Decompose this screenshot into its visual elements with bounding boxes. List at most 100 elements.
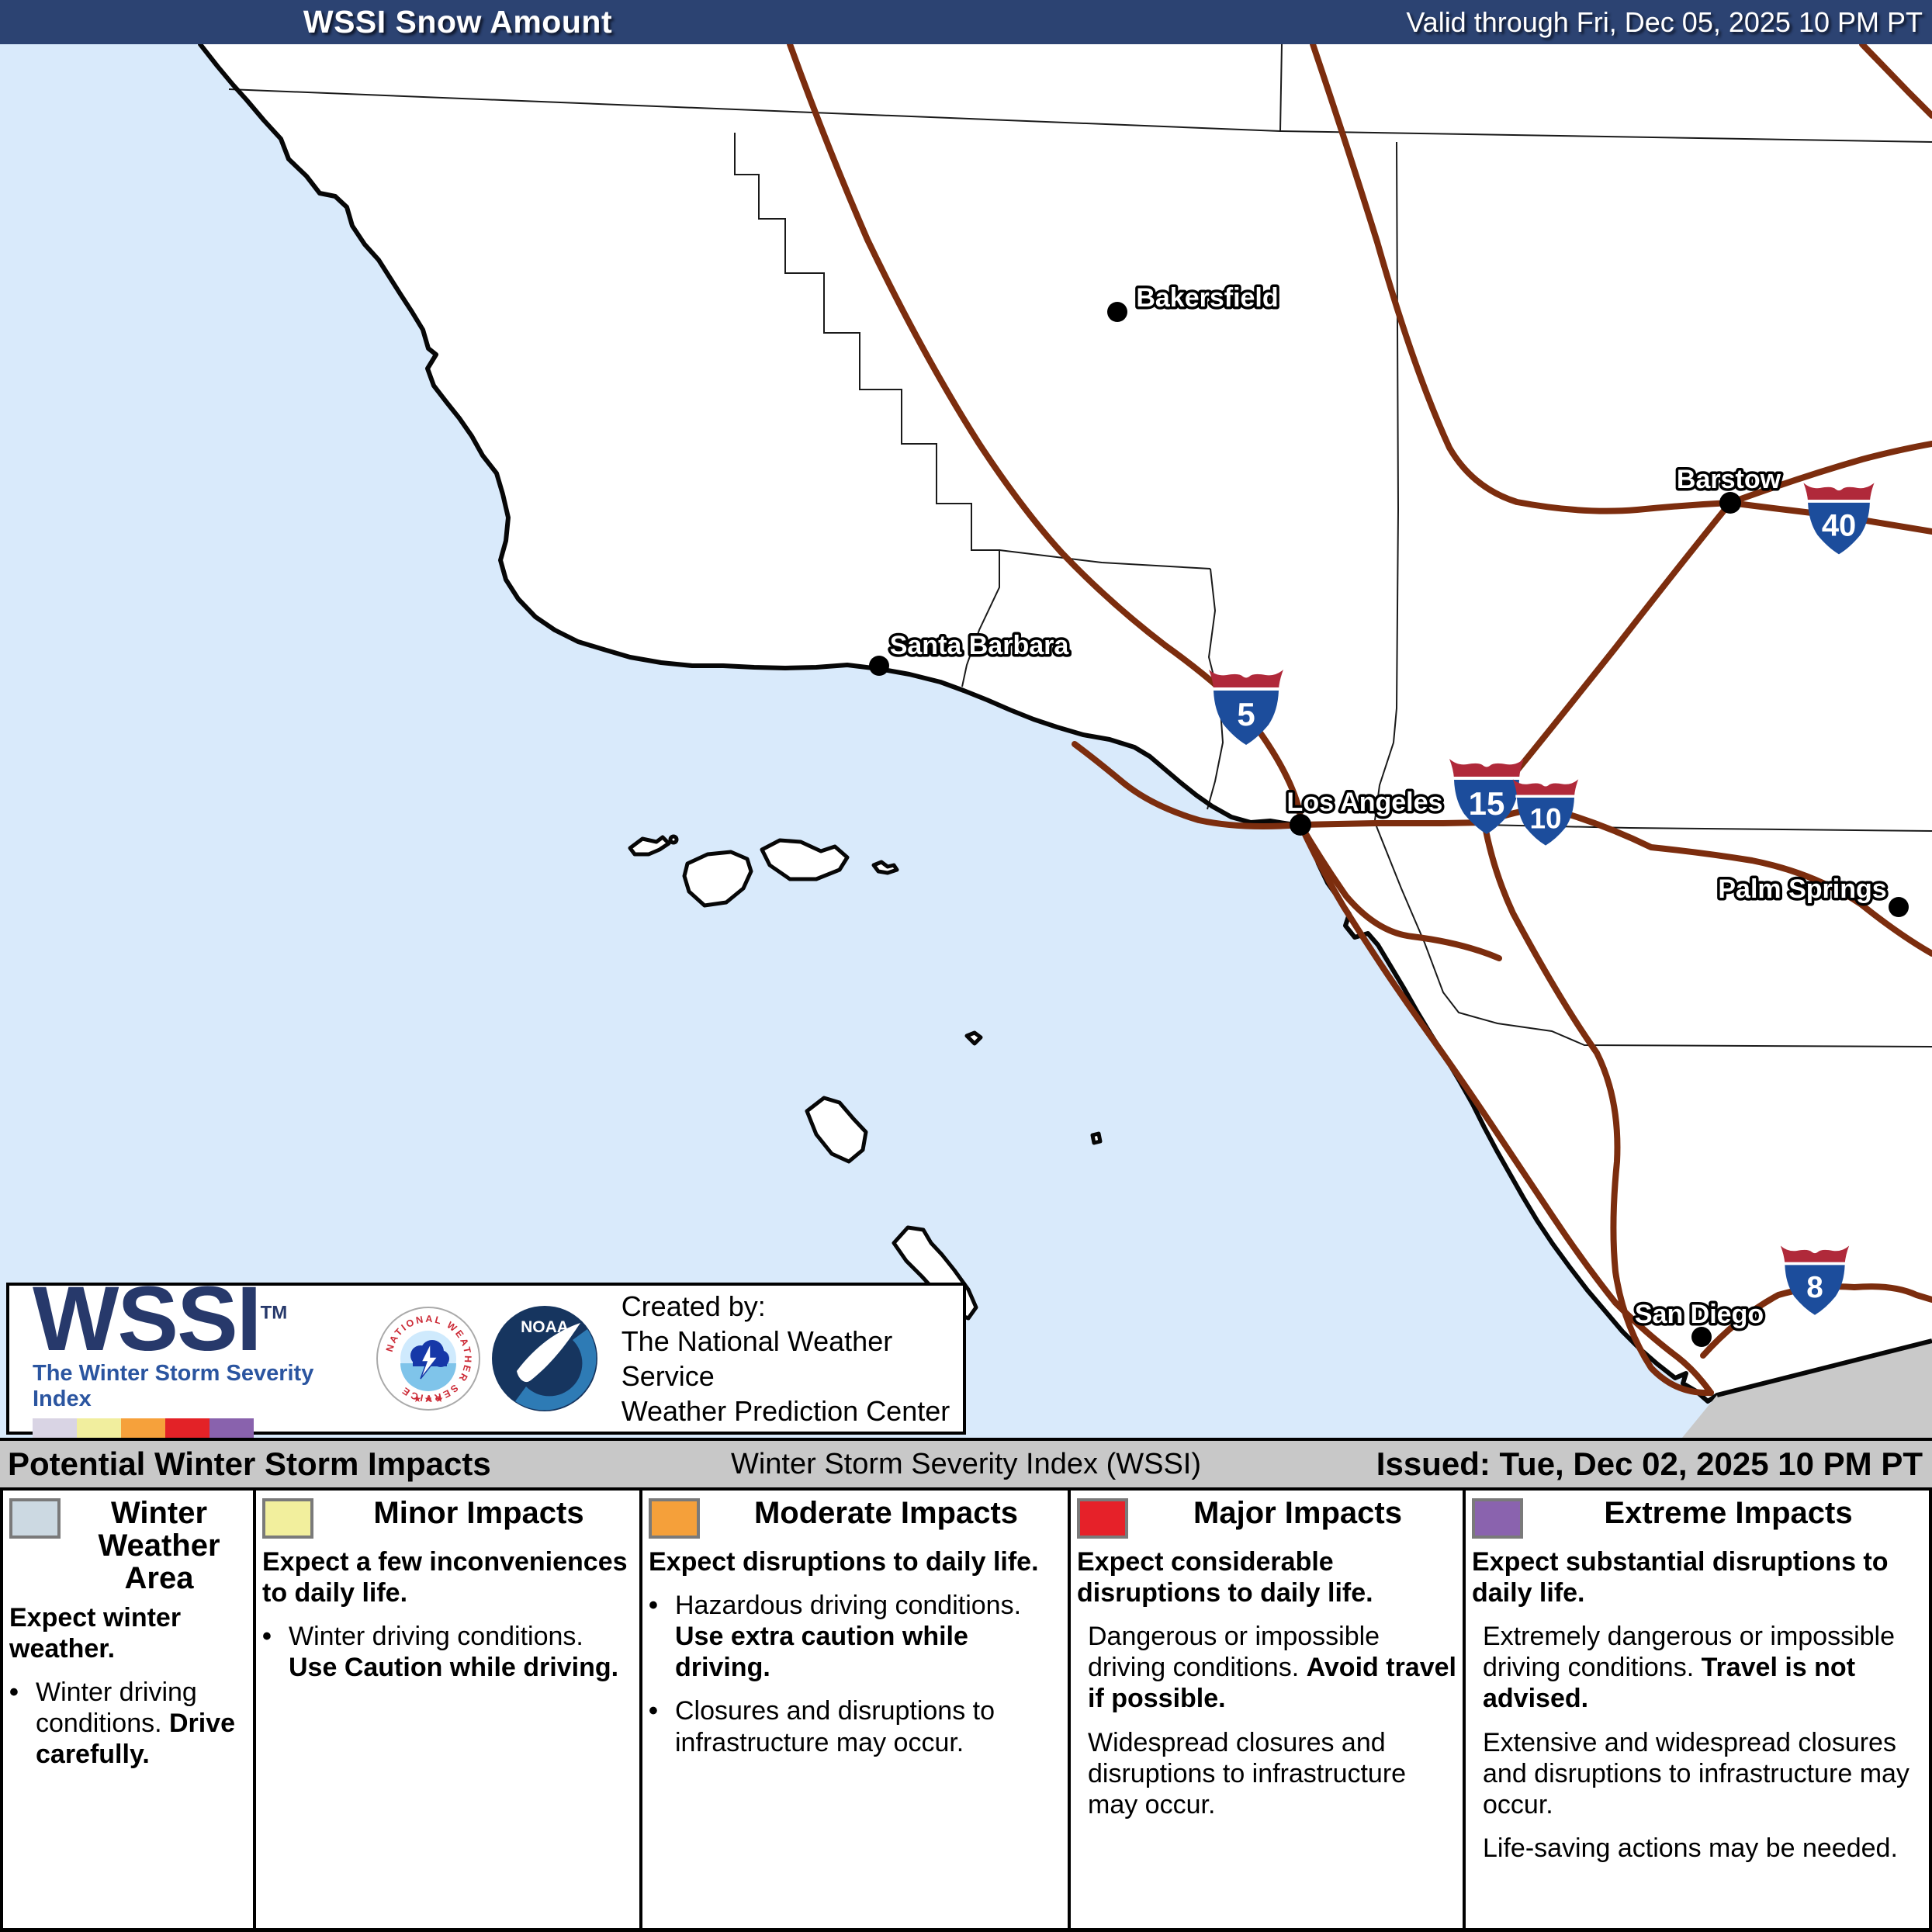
created-by-line1: The National Weather Service — [621, 1325, 893, 1392]
agency-logos: NATIONAL WEATHER SERVICE ★ ★ ★ NOAA — [375, 1304, 600, 1414]
svg-text:★ ★ ★: ★ ★ ★ — [413, 1394, 443, 1404]
svg-text:10: 10 — [1529, 803, 1561, 835]
legend-title: Minor Impacts — [373, 1496, 584, 1530]
legend-item: Extremely dangerous or impossible drivin… — [1472, 1621, 1923, 1714]
highways — [787, 41, 1932, 1397]
legend-item: • Winter driving conditions. Drive carefu… — [9, 1677, 247, 1770]
impacts-legend: Winter Weather Area Expect winter weather… — [0, 1491, 1932, 1932]
severity-color-swatch — [165, 1418, 209, 1439]
legend-column: Minor Impacts Expect a few inconveniences… — [256, 1491, 642, 1928]
created-by-block: Created by: The National Weather Service… — [621, 1289, 963, 1428]
interstate-shield-15: 15 — [1449, 759, 1524, 834]
legend-title: Extreme Impacts — [1604, 1496, 1853, 1530]
city-label-palm-springs: Palm Springs — [1718, 874, 1886, 904]
legend-intro: Expect a few inconveniences to daily lif… — [262, 1547, 628, 1608]
severity-color-swatch — [33, 1418, 77, 1439]
legend-column-header: Minor Impacts — [262, 1497, 633, 1539]
city-labels: Bakersfield Santa Barbara Los Angeles Ba… — [887, 281, 1889, 1332]
legend-item-text: Dangerous or impossible driving conditio… — [1088, 1622, 1456, 1714]
legend-item-text: Extremely dangerous or impossible drivin… — [1483, 1622, 1896, 1714]
legend-item: • Hazardous driving conditions. Use extra… — [649, 1590, 1061, 1683]
created-by-line2: Weather Prediction Center — [621, 1395, 950, 1427]
legend-title: Moderate Impacts — [753, 1496, 1019, 1530]
svg-text:8: 8 — [1806, 1271, 1823, 1304]
severity-color-swatch — [77, 1418, 121, 1439]
legend-column: Winter Weather Area Expect winter weather… — [3, 1491, 256, 1928]
impacts-title: Potential Winter Storm Impacts — [8, 1446, 491, 1482]
title-bar: WSSI Snow Amount Valid through Fri, Dec … — [0, 0, 1932, 46]
city-label-los-angeles: Los Angeles — [1287, 788, 1443, 817]
impacts-title-bar: Potential Winter Storm Impacts Winter St… — [0, 1438, 1932, 1491]
legend-item: Dangerous or impossible driving conditio… — [1077, 1621, 1456, 1714]
bullet-icon: • — [9, 1678, 19, 1708]
coastline — [198, 42, 1719, 1404]
map-canvas: 5 15 10 40 8 Bakersfield Santa Barbara L… — [0, 41, 1932, 1438]
legend-intro: Expect considerable disruptions to daily… — [1077, 1547, 1373, 1608]
wssi-severity-colorbar — [33, 1418, 375, 1439]
county-boundaries — [228, 43, 1932, 1047]
interstate-shield-8: 8 — [1780, 1245, 1850, 1315]
svg-text:15: 15 — [1469, 785, 1505, 822]
legend-swatch — [1472, 1498, 1523, 1539]
legend-item-text: Widespread closures and disruptions to i… — [1088, 1727, 1407, 1819]
legend-item-text: Hazardous driving conditions. Use extra … — [675, 1591, 1022, 1683]
legend-intro: Expect disruptions to daily life. — [649, 1547, 1039, 1577]
wssi-tm: TM — [260, 1302, 288, 1324]
wssi-subtitle: The Winter Storm Severity Index — [33, 1361, 314, 1412]
bullet-icon: • — [649, 1591, 658, 1621]
legend-item-text: Winter driving conditions. Use Caution w… — [289, 1622, 619, 1683]
svg-text:5: 5 — [1237, 696, 1255, 732]
legend-item-text: Closures and disruptions to infrastructu… — [675, 1696, 995, 1757]
legend-item: • Closures and disruptions to infrastruct… — [649, 1695, 1061, 1757]
legend-column-header: Major Impacts — [1077, 1497, 1456, 1539]
legend-item: Life-saving actions may be needed. — [1472, 1833, 1923, 1864]
wssi-wordmark: WSSITM The Winter Storm Severity Index — [9, 1273, 375, 1439]
valid-through-label: Valid through Fri, Dec 05, 2025 10 PM PT — [1406, 5, 1923, 38]
legend-item: Extensive and widespread closures and di… — [1472, 1727, 1923, 1820]
legend-column-header: Winter Weather Area — [9, 1497, 247, 1594]
legend-title: Major Impacts — [1193, 1496, 1402, 1530]
wssi-logo-text: WSSI — [33, 1267, 262, 1370]
legend-item: Widespread closures and disruptions to i… — [1077, 1727, 1456, 1820]
severity-color-swatch — [121, 1418, 165, 1439]
attribution-box: WSSITM The Winter Storm Severity Index N… — [6, 1273, 966, 1439]
legend-item: • Winter driving conditions. Use Caution … — [262, 1621, 633, 1683]
city-label-santa-barbara: Santa Barbara — [890, 631, 1070, 660]
legend-item-text: Winter driving conditions. Drive careful… — [36, 1678, 236, 1770]
city-dots — [869, 302, 1909, 1347]
legend-swatch — [262, 1498, 313, 1539]
legend-swatch — [649, 1498, 700, 1539]
legend-swatch — [9, 1498, 61, 1539]
svg-text:40: 40 — [1822, 509, 1856, 543]
legend-item-text: Life-saving actions may be needed. — [1483, 1833, 1898, 1863]
land — [200, 44, 1932, 1401]
legend-column: Major Impacts Expect considerable disrupt… — [1071, 1491, 1466, 1928]
legend-intro: Expect substantial disruptions to daily … — [1472, 1547, 1889, 1608]
created-by-label: Created by: — [621, 1290, 766, 1322]
city-label-barstow: Barstow — [1677, 465, 1781, 494]
city-label-bakersfield: Bakersfield — [1136, 283, 1278, 313]
interstate-shield-5: 5 — [1209, 670, 1283, 745]
interstate-shield-40: 40 — [1803, 483, 1875, 555]
noaa-logo: NOAA — [491, 1306, 597, 1411]
wssi-map: 5 15 10 40 8 Bakersfield Santa Barbara L… — [0, 41, 1932, 1438]
interstate-shield-10: 10 — [1512, 779, 1579, 846]
legend-column: Extreme Impacts Expect substantial disrup… — [1466, 1491, 1929, 1928]
international-border — [1716, 1338, 1932, 1397]
legend-column: Moderate Impacts Expect disruptions to da… — [642, 1491, 1071, 1928]
legend-title: Winter Weather Area — [98, 1496, 220, 1595]
nws-logo: NATIONAL WEATHER SERVICE ★ ★ ★ — [376, 1307, 480, 1411]
legend-intro: Expect winter weather. — [9, 1603, 182, 1664]
bullet-icon: • — [649, 1696, 658, 1726]
legend-swatch — [1077, 1498, 1128, 1539]
issued-label: Issued: Tue, Dec 02, 2025 10 PM PT — [1376, 1446, 1923, 1482]
svg-text:NOAA: NOAA — [521, 1318, 569, 1336]
bullet-icon: • — [262, 1622, 272, 1652]
page-title: WSSI Snow Amount — [303, 4, 613, 40]
outside-domain-region — [1682, 1341, 1932, 1438]
legend-item-text: Extensive and widespread closures and di… — [1483, 1727, 1909, 1819]
wssi-index-label: Winter Storm Severity Index (WSSI) — [730, 1447, 1201, 1480]
city-label-san-diego: San Diego — [1635, 1300, 1764, 1329]
legend-column-header: Extreme Impacts — [1472, 1497, 1923, 1539]
severity-color-swatch — [209, 1418, 254, 1439]
